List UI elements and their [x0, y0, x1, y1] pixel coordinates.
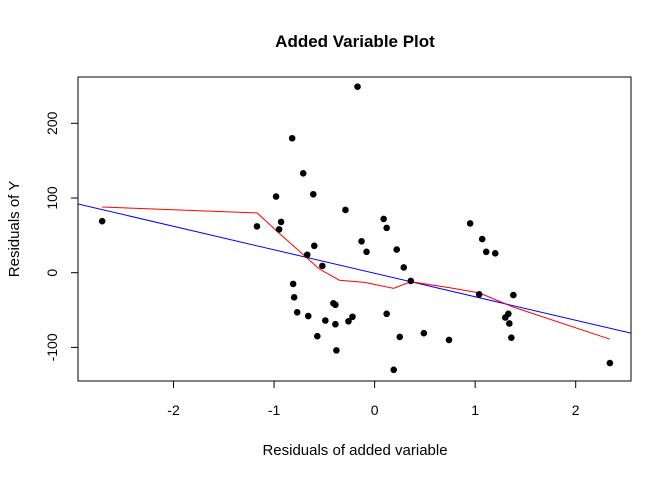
lines-layer — [78, 203, 631, 340]
data-point — [445, 336, 453, 344]
data-point — [310, 242, 318, 250]
data-point — [293, 308, 301, 316]
data-point — [275, 226, 283, 233]
x-tick-label: -1 — [268, 402, 281, 418]
data-point — [289, 280, 297, 288]
data-point — [491, 249, 499, 257]
data-point — [322, 317, 329, 324]
data-point — [349, 313, 356, 321]
data-point — [288, 134, 296, 142]
y-axis: -100 0 100 200 — [44, 111, 79, 361]
data-point — [319, 262, 326, 270]
data-point — [505, 310, 512, 318]
y-tick-label: 200 — [44, 111, 60, 135]
data-point — [508, 334, 515, 341]
data-point — [510, 291, 517, 299]
data-point — [400, 264, 408, 271]
data-point — [354, 83, 361, 91]
y-tick-label: 100 — [44, 186, 60, 210]
data-point — [506, 320, 513, 327]
smooth-line — [102, 206, 611, 340]
points-layer — [98, 83, 614, 374]
x-tick-label: 2 — [572, 402, 580, 418]
plot-frame — [77, 76, 632, 382]
data-point — [332, 301, 339, 309]
data-point — [313, 332, 321, 340]
data-point — [482, 248, 490, 256]
data-point — [345, 317, 352, 325]
y-axis-label: Residuals of Y — [6, 181, 23, 277]
data-point — [606, 359, 614, 367]
data-point — [272, 193, 280, 200]
x-axis: -2 -1 0 1 2 — [167, 380, 580, 418]
data-point — [309, 190, 317, 198]
data-point — [393, 246, 401, 253]
x-tick-label: 1 — [471, 402, 479, 418]
data-point — [363, 248, 370, 256]
chart-title: Added Variable Plot — [275, 32, 435, 51]
data-point — [396, 333, 404, 341]
data-point — [253, 223, 261, 230]
data-point — [304, 312, 312, 320]
data-point — [98, 217, 106, 225]
data-point — [478, 235, 486, 243]
x-tick-label: -2 — [167, 402, 180, 418]
data-point — [290, 294, 298, 301]
data-point — [358, 238, 365, 245]
x-axis-label: Residuals of added variable — [262, 442, 447, 459]
data-point — [303, 251, 311, 259]
data-point — [407, 277, 415, 285]
regression-line — [78, 203, 631, 334]
y-tick-label: 0 — [44, 269, 60, 277]
y-tick-label: -100 — [44, 333, 60, 361]
data-point — [299, 170, 307, 177]
data-point — [333, 347, 340, 354]
data-point — [466, 220, 474, 227]
data-point — [390, 366, 398, 374]
data-point — [277, 218, 285, 226]
data-point — [342, 206, 349, 214]
data-point — [420, 329, 428, 337]
data-point — [383, 310, 390, 318]
data-point — [380, 215, 387, 223]
x-tick-label: 0 — [371, 402, 379, 418]
data-point — [383, 224, 390, 232]
data-point — [475, 291, 483, 298]
data-point — [332, 320, 339, 328]
